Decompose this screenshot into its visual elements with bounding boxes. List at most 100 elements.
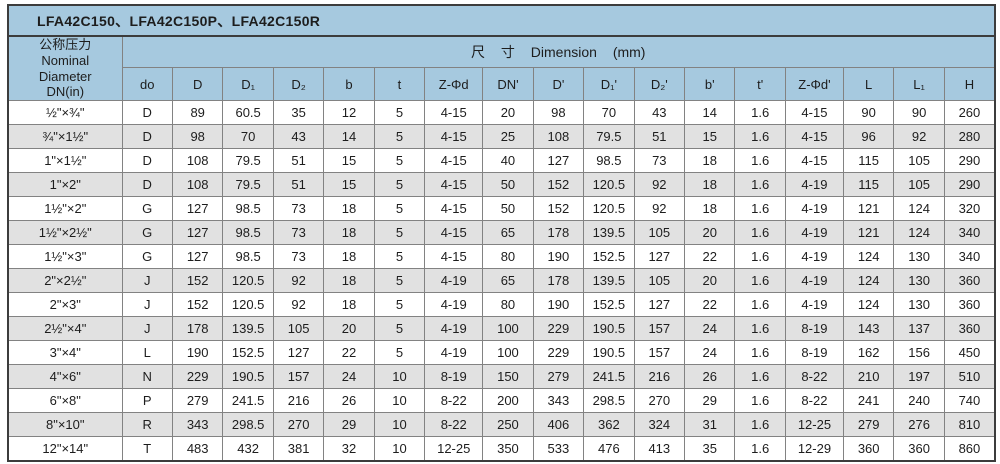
value-cell: 15 (323, 172, 375, 197)
value-cell: 51 (272, 148, 325, 173)
value-cell: 279 (532, 364, 585, 389)
value-cell: 92 (633, 196, 686, 221)
value-cell: D (121, 100, 173, 125)
value-cell: 250 (482, 412, 534, 437)
value-cell: 276 (893, 412, 945, 437)
column-header-d1-prime: D₁' (583, 67, 635, 101)
column-header-h: H (943, 67, 996, 101)
value-cell: 20 (482, 100, 534, 125)
value-cell: 22 (684, 292, 736, 317)
value-cell: 178 (532, 268, 585, 293)
value-cell: 8-22 (784, 364, 844, 389)
value-cell: 260 (943, 100, 996, 125)
value-cell: G (121, 244, 173, 269)
value-cell: J (121, 268, 173, 293)
value-cell: 14 (323, 124, 375, 149)
table-row: 1½"×2½" G 127 98.5 73 18 5 4-15 65 178 139.5 105 20 1… (7, 220, 996, 245)
value-cell: 98.5 (583, 148, 635, 173)
value-cell: 241.5 (222, 388, 274, 413)
value-cell: 26 (684, 364, 736, 389)
value-cell: 4-19 (784, 220, 844, 245)
value-cell: 108 (171, 148, 224, 173)
value-cell: 162 (842, 340, 895, 365)
value-cell: 5 (373, 100, 426, 125)
size-cell: 2"×3" (7, 292, 123, 317)
size-cell: 4"×6" (7, 364, 123, 389)
value-cell: 4-19 (784, 292, 844, 317)
value-cell: 190 (532, 244, 585, 269)
column-header-d2: D₂ (272, 67, 325, 101)
value-cell: 5 (373, 196, 426, 221)
value-cell: 157 (633, 316, 686, 341)
value-cell: 65 (482, 268, 534, 293)
value-cell: 29 (684, 388, 736, 413)
value-cell: 1.6 (734, 364, 786, 389)
table-row: 1"×2" D 108 79.5 51 15 5 4-15 50 152 120.5 92 18 1.6 4… (7, 172, 996, 197)
table-row: 3"×4" L 190 152.5 127 22 5 4-19 100 229 190.5 157 24… (7, 340, 996, 365)
value-cell: 18 (323, 292, 375, 317)
value-cell: 139.5 (222, 316, 274, 341)
value-cell: 127 (272, 340, 325, 365)
column-header-d2-prime: D₂' (633, 67, 686, 101)
value-cell: 8-19 (784, 316, 844, 341)
value-cell: 12-25 (424, 436, 484, 462)
value-cell: J (121, 292, 173, 317)
column-header-b-prime: b' (684, 67, 736, 101)
table-title: LFA42C150、LFA42C150P、LFA42C150R (7, 4, 996, 37)
value-cell: 124 (842, 268, 895, 293)
table-row: 1½"×3" G 127 98.5 73 18 5 4-15 80 190 152.5 127 22 1.… (7, 244, 996, 269)
value-cell: 152 (532, 196, 585, 221)
value-cell: 190 (532, 292, 585, 317)
size-cell: 1½"×2" (7, 196, 123, 221)
value-cell: 120.5 (222, 292, 274, 317)
value-cell: 96 (842, 124, 895, 149)
value-cell: 343 (171, 412, 224, 437)
value-cell: 197 (893, 364, 945, 389)
value-cell: 5 (373, 124, 426, 149)
value-cell: 29 (323, 412, 375, 437)
group-header-row: 公称压力 Nominal Diameter DN(in) 尺 寸 Dimensi… (7, 35, 996, 101)
value-cell: 115 (842, 148, 895, 173)
table-row: 8"×10" R 343 298.5 270 29 10 8-22 250 406 362 324 31… (7, 412, 996, 437)
value-cell: J (121, 316, 173, 341)
value-cell: 127 (532, 148, 585, 173)
value-cell: 25 (482, 124, 534, 149)
value-cell: 35 (272, 100, 325, 125)
value-cell: 31 (684, 412, 736, 437)
value-cell: 381 (272, 436, 325, 462)
value-cell: 298.5 (583, 388, 635, 413)
table-row: ½"×¾" D 89 60.5 35 12 5 4-15 20 98 70 43 14 1.6 4-15 90… (7, 100, 996, 125)
value-cell: 15 (684, 124, 736, 149)
value-cell: 100 (482, 340, 534, 365)
value-cell: 79.5 (222, 172, 274, 197)
value-cell: 4-15 (424, 100, 484, 125)
value-cell: R (121, 412, 173, 437)
value-cell: 130 (893, 268, 945, 293)
value-cell: 432 (222, 436, 274, 462)
value-cell: 4-19 (424, 292, 484, 317)
value-cell: 860 (943, 436, 996, 462)
value-cell: 4-19 (784, 196, 844, 221)
value-cell: 120.5 (583, 172, 635, 197)
table-row: 2"×2½" J 152 120.5 92 18 5 4-19 65 178 139.5 105 20 1… (7, 268, 996, 293)
value-cell: 18 (684, 148, 736, 173)
size-cell: 8"×10" (7, 412, 123, 437)
value-cell: 1.6 (734, 388, 786, 413)
value-cell: 1.6 (734, 340, 786, 365)
value-cell: 143 (842, 316, 895, 341)
value-cell: 79.5 (222, 148, 274, 173)
dimension-table: LFA42C150、LFA42C150P、LFA42C150R 公称压力 Nom… (7, 4, 996, 462)
table-row: 4"×6" N 229 190.5 157 24 10 8-19 150 279 241.5 216 2… (7, 364, 996, 389)
value-cell: 43 (633, 100, 686, 125)
value-cell: 324 (633, 412, 686, 437)
table-row: 1"×1½" D 108 79.5 51 15 5 4-15 40 127 98.5 73 18 1.6 4… (7, 148, 996, 173)
value-cell: 10 (373, 436, 426, 462)
value-cell: 240 (893, 388, 945, 413)
value-cell: 18 (684, 196, 736, 221)
value-cell: 4-15 (784, 148, 844, 173)
value-cell: 15 (323, 148, 375, 173)
size-cell: ¾"×1½" (7, 124, 123, 149)
value-cell: 290 (943, 148, 996, 173)
value-cell: 5 (373, 148, 426, 173)
table-row: 12"×14" T 483 432 381 32 10 12-25 350 533 476 413 35… (7, 436, 996, 462)
